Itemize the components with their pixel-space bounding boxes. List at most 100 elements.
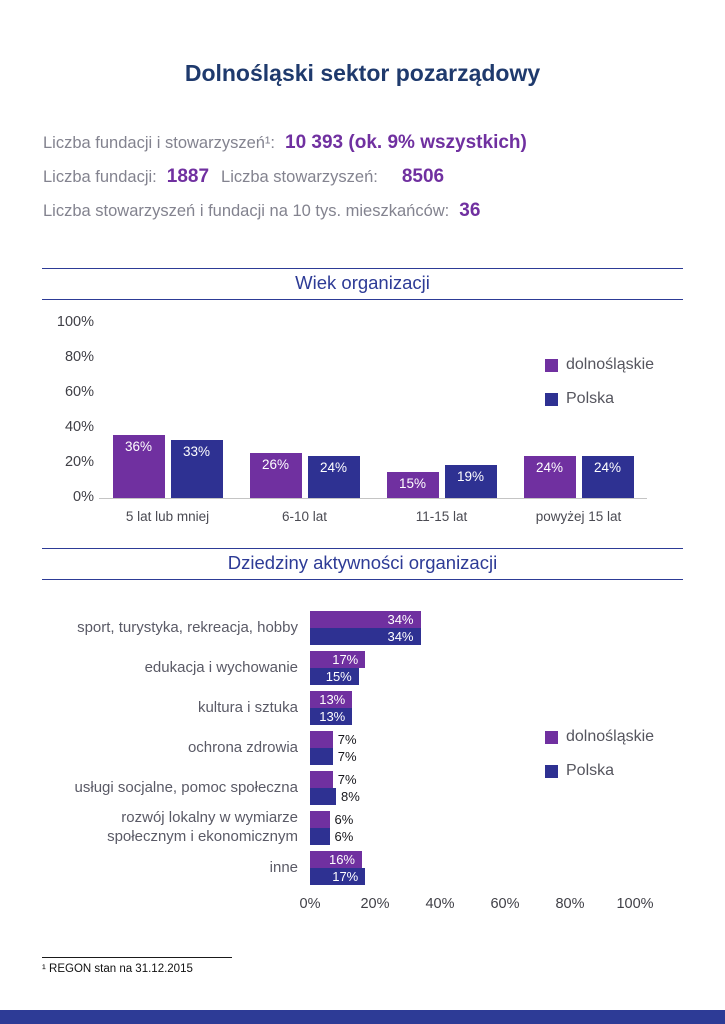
bar-dolnoslaskie: [523, 456, 576, 498]
bar-dolnoslaskie: [310, 611, 421, 628]
bar-value-label: 34%: [387, 629, 414, 644]
bar-value-label: 34%: [387, 612, 414, 627]
bar-polska: [307, 456, 360, 498]
y-axis-label: 0%: [73, 489, 94, 505]
section-title-age: Wiek organizacji: [295, 272, 430, 293]
category-label: rozwój lokalny w wymiarze społecznym i e…: [107, 809, 298, 845]
x-axis-label: 0%: [299, 896, 321, 912]
page-title: Dolnośląski sektor pozarządowy: [184, 60, 541, 86]
category-label: sport, turystyka, rekreacja, hobby: [77, 618, 298, 636]
legend-item-polska: Polska: [545, 390, 654, 408]
legend-label-dolnoslaskie: dolnośląskie: [566, 728, 655, 745]
bar-value-label: 7%: [337, 749, 357, 764]
category-label: ochrona zdrowia: [187, 738, 298, 756]
y-axis-label: 100%: [56, 314, 94, 330]
category-label: 5 lat lub mniej: [125, 509, 210, 524]
category-label: kultura i sztuka: [197, 698, 298, 716]
legend-swatch-dolnoslaskie: [545, 730, 558, 744]
bar-polska: [170, 440, 223, 498]
bar-polska: [310, 708, 353, 725]
y-axis-label: 60%: [64, 384, 94, 400]
total-orgs-label: Liczba fundacji i stowarzyszeń¹:: [43, 134, 276, 152]
fields-chart-legend: dolnośląskie Polska: [545, 728, 654, 796]
bar-value-label: 33%: [182, 444, 211, 460]
bar-polska: [581, 456, 634, 498]
x-axis-label: 20%: [360, 896, 390, 912]
age-chart-legend: dolnośląskie Polska: [545, 356, 654, 424]
per-capita-value: 36: [459, 200, 481, 221]
bar-dolnoslaskie: [310, 731, 333, 748]
category-label: 11-15 lat: [415, 509, 468, 524]
category-label: powyżej 15 lat: [535, 509, 622, 524]
category-label: 6-10 lat: [281, 509, 328, 524]
stat-line-total: Liczba fundacji i stowarzyszeń¹: 10 393 …: [43, 132, 683, 154]
bar-value-label: 17%: [332, 869, 359, 884]
foundations-count-label: Liczba fundacji:: [43, 168, 157, 186]
bar-value-label: 24%: [319, 460, 348, 475]
bar-dolnoslaskie: [310, 691, 353, 708]
legend-label-polska: Polska: [566, 390, 615, 407]
per-capita-label: Liczba stowarzyszeń i fundacji na 10 tys…: [43, 202, 450, 220]
footnote-divider: [42, 957, 232, 958]
bar-polska: [310, 788, 336, 805]
bar-polska: [310, 828, 330, 845]
bar-polska: [444, 464, 497, 498]
category-label: inne: [269, 858, 298, 876]
bar-value-label: 8%: [341, 789, 360, 804]
foundations-count-value: 1887: [166, 166, 210, 187]
stat-line-per-capita: Liczba stowarzyszeń i fundacji na 10 tys…: [43, 200, 683, 222]
y-axis-label: 80%: [64, 349, 94, 365]
bar-value-label: 17%: [332, 652, 359, 667]
bar-value-label: 26%: [261, 456, 290, 472]
bar-dolnoslaskie: [249, 452, 302, 498]
bar-value-label: 13%: [319, 709, 346, 724]
legend-label-polska: Polska: [566, 762, 615, 779]
associations-count-value: 8506: [401, 166, 445, 187]
stats-block: Liczba fundacji i stowarzyszeń¹: 10 393 …: [43, 132, 683, 234]
bar-value-label: 13%: [319, 692, 346, 707]
category-label: usługi socjalne, pomoc społeczna: [74, 778, 298, 796]
section-header-fields: Dziedziny aktywności organizacji: [42, 548, 683, 580]
legend-swatch-dolnoslaskie: [545, 358, 558, 372]
associations-count-label: Liczba stowarzyszeń:: [221, 168, 378, 186]
footnote: ¹ REGON stan na 31.12.2015: [42, 963, 193, 975]
bar-polska: [310, 628, 421, 645]
x-axis-line: [99, 498, 647, 499]
x-axis-label: 40%: [425, 896, 455, 912]
bottom-accent-bar: [0, 1010, 725, 1024]
bar-value-label: 19%: [456, 468, 485, 484]
legend-swatch-polska: [545, 392, 558, 406]
bar-value-label: 24%: [535, 460, 564, 475]
bar-value-label: 7%: [337, 772, 357, 787]
bar-value-label: 6%: [334, 812, 354, 827]
bar-polska: [310, 668, 359, 685]
bar-value-label: 36%: [124, 439, 153, 454]
y-axis-label: 20%: [64, 454, 94, 470]
x-axis-label: 80%: [555, 896, 585, 912]
legend-item-dolnoslaskie: dolnośląskie: [545, 728, 654, 746]
bar-value-label: 15%: [398, 475, 427, 491]
bar-dolnoslaskie: [310, 851, 362, 868]
section-header-age: Wiek organizacji: [42, 268, 683, 300]
x-axis-label: 60%: [490, 896, 520, 912]
legend-swatch-polska: [545, 764, 558, 778]
bar-dolnoslaskie: [310, 771, 333, 788]
legend-label-dolnoslaskie: dolnośląskie: [566, 356, 655, 373]
section-title-fields: Dziedziny aktywności organizacji: [227, 552, 498, 573]
bar-value-label: 16%: [328, 852, 355, 867]
legend-item-dolnoslaskie: dolnośląskie: [545, 356, 654, 374]
bar-value-label: 7%: [337, 732, 357, 747]
bar-dolnoslaskie: [386, 471, 439, 498]
total-orgs-value: 10 393 (ok. 9% wszystkich): [285, 132, 527, 153]
bar-polska: [310, 868, 366, 885]
legend-item-polska: Polska: [545, 762, 654, 780]
fields-chart: dolnośląskie Polska sport, turystyka, re…: [42, 598, 683, 928]
bar-value-label: 15%: [325, 669, 352, 684]
bar-dolnoslaskie: [310, 651, 366, 668]
age-chart: dolnośląskie Polska 0% 20% 40% 60% 80% 100% 36…: [42, 308, 683, 548]
bar-dolnoslaskie: [112, 435, 165, 498]
bar-value-label: 24%: [593, 460, 622, 475]
category-label: edukacja i wychowanie: [144, 658, 298, 676]
stat-line-counts: Liczba fundacji: 1887 Liczba stowarzysze…: [43, 166, 683, 188]
